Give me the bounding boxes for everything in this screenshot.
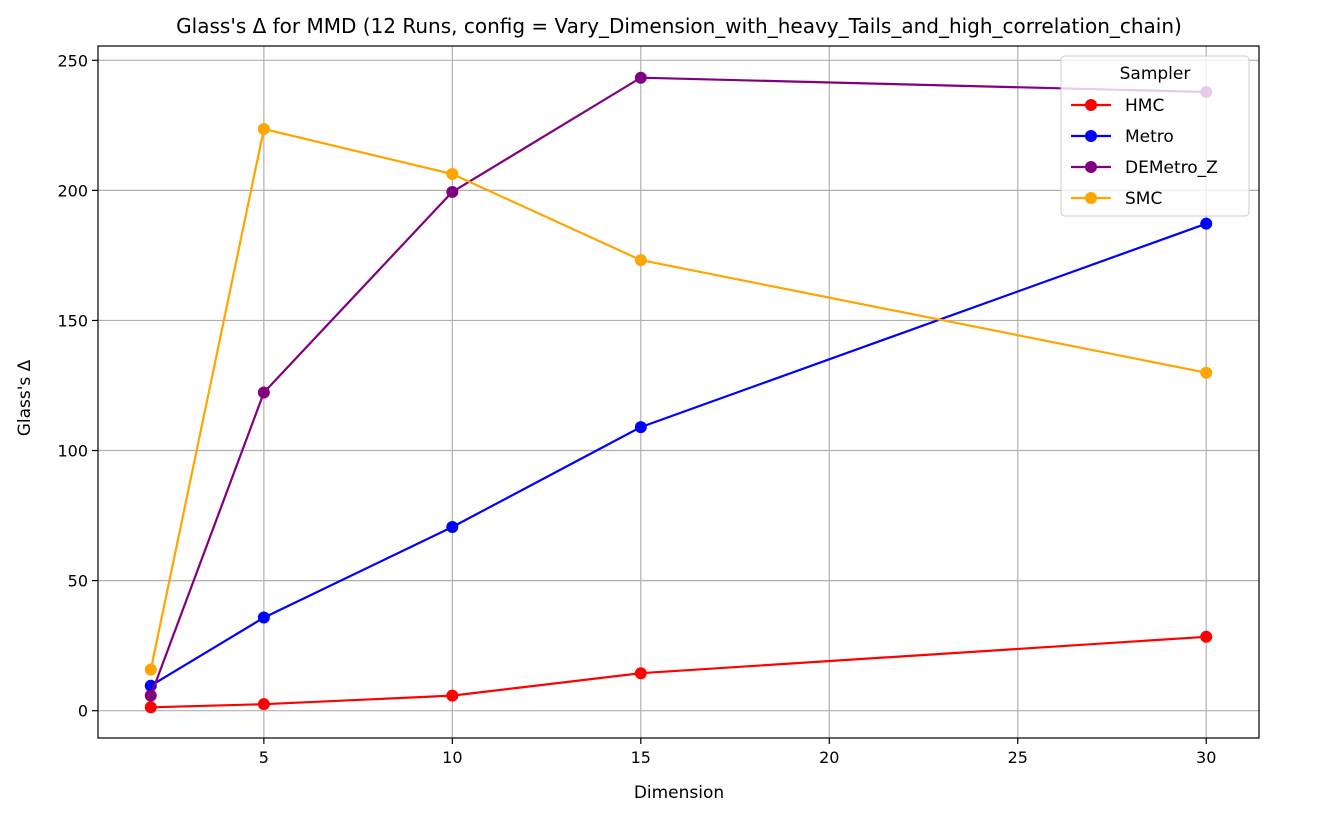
y-tick-label: 0 xyxy=(78,702,88,721)
y-tick-label: 150 xyxy=(57,311,88,330)
legend-marker xyxy=(1085,130,1097,142)
legend-label: Metro xyxy=(1125,127,1174,147)
data-point xyxy=(144,701,157,714)
series-metro xyxy=(144,217,1213,692)
legend-label: HMC xyxy=(1125,96,1164,116)
legend-marker xyxy=(1085,99,1097,111)
x-tick-label: 15 xyxy=(631,748,651,767)
data-point xyxy=(1200,366,1213,379)
legend-item: Metro xyxy=(1071,127,1174,147)
data-point xyxy=(257,122,270,135)
legend: Sampler HMC Metro DEMetro_Z SMC xyxy=(1060,55,1250,217)
series-line xyxy=(149,127,1207,670)
x-tick-label: 30 xyxy=(1196,748,1216,767)
series-line xyxy=(150,222,1207,687)
y-axis-label: Glass's Δ xyxy=(15,359,35,436)
legend-title: Sampler xyxy=(1120,64,1191,84)
series-line xyxy=(149,76,1207,696)
y-tick-label: 250 xyxy=(57,51,88,70)
y-tick-label: 50 xyxy=(68,572,88,591)
data-point xyxy=(446,185,459,198)
data-point xyxy=(446,521,459,534)
legend-marker xyxy=(1085,161,1097,173)
data-point xyxy=(1200,630,1213,643)
series-lines xyxy=(144,71,1213,714)
legend-label: DEMetro_Z xyxy=(1125,158,1218,178)
x-tick-label: 5 xyxy=(259,748,269,767)
series-demetro-z xyxy=(144,71,1213,702)
data-point xyxy=(634,421,647,434)
data-point xyxy=(257,698,270,711)
y-tick-label: 100 xyxy=(57,442,88,461)
data-point xyxy=(144,689,157,702)
chart-title: Glass's Δ for MMD (12 Runs, config = Var… xyxy=(176,14,1182,38)
legend-item: SMC xyxy=(1071,189,1162,209)
data-point xyxy=(634,254,647,267)
x-tick-label: 20 xyxy=(819,748,839,767)
x-axis-label: Dimension xyxy=(634,783,724,803)
series-hmc xyxy=(144,630,1213,714)
data-point xyxy=(446,167,459,180)
legend-box xyxy=(1060,55,1250,217)
legend-marker xyxy=(1085,192,1097,204)
data-point xyxy=(446,689,459,702)
x-tick-label: 10 xyxy=(442,748,462,767)
data-point xyxy=(257,611,270,624)
data-point xyxy=(1200,217,1213,230)
y-tick-label: 200 xyxy=(57,181,88,200)
series-line xyxy=(150,635,1207,709)
legend-label: SMC xyxy=(1125,189,1162,209)
axes: 5 10 15 20 25 30 0 50 100 150 200 250 xyxy=(57,51,1216,767)
x-tick-label: 25 xyxy=(1008,748,1028,767)
data-point xyxy=(257,386,270,399)
series-smc xyxy=(144,122,1213,676)
plot-frame xyxy=(97,45,1260,739)
legend-item: DEMetro_Z xyxy=(1071,158,1218,178)
data-point xyxy=(634,667,647,680)
data-point xyxy=(144,663,157,676)
legend-item: HMC xyxy=(1071,96,1164,116)
data-point xyxy=(634,71,647,84)
